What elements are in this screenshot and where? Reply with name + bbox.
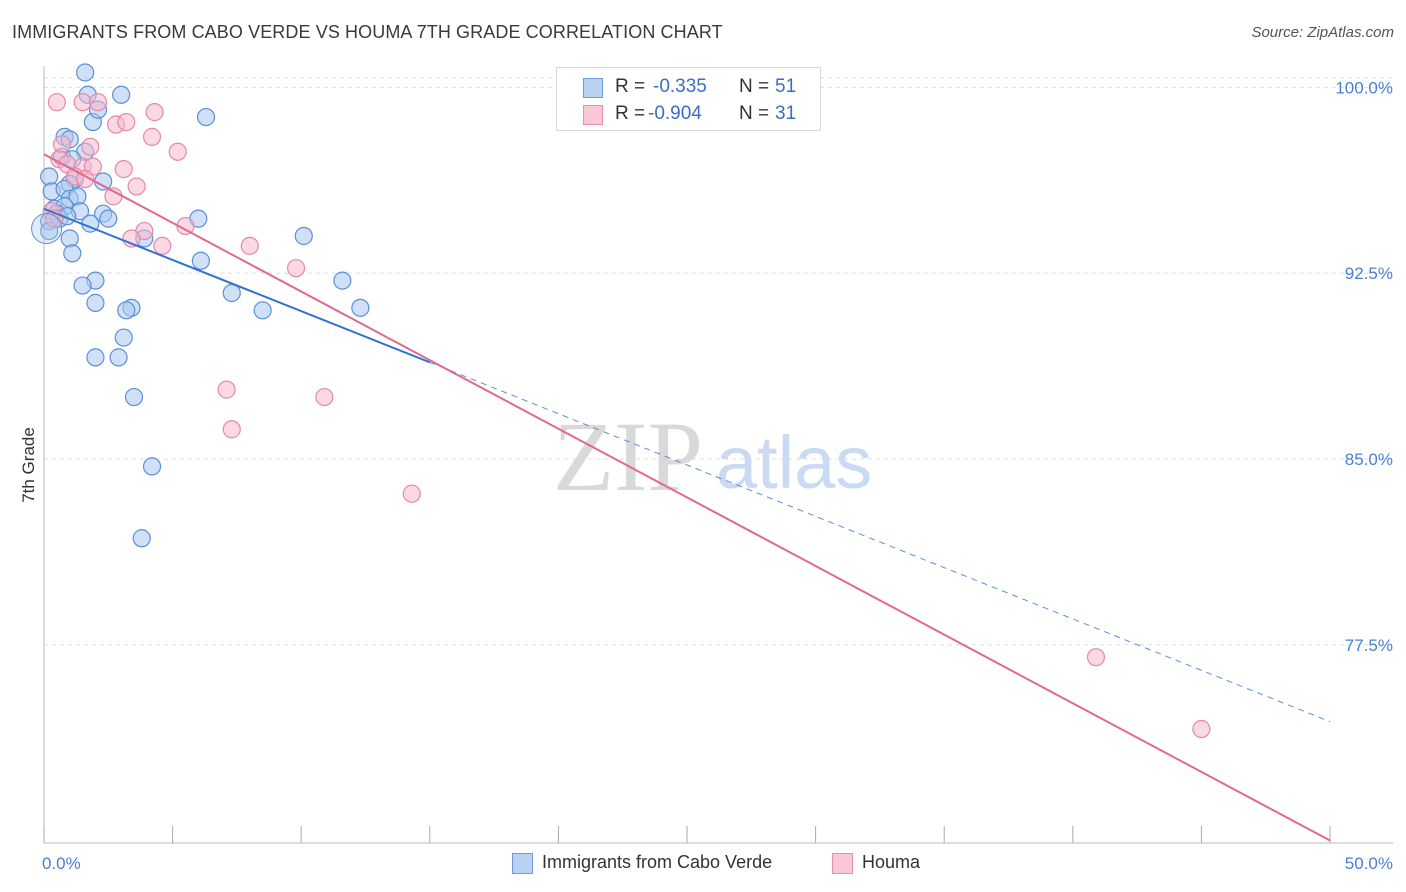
point-houma [73, 93, 92, 112]
watermark-zip: ZIP [553, 401, 703, 512]
point-houma [142, 127, 162, 146]
point-cabo-verde [114, 328, 133, 347]
point-houma [315, 387, 334, 407]
point-houma [402, 484, 421, 503]
y-axis-label: 7th Grade [19, 427, 38, 503]
point-cabo-verde [196, 107, 216, 127]
y-tick-label: 85.0% [1345, 450, 1393, 469]
point-houma [127, 177, 146, 196]
point-houma [217, 380, 236, 399]
trend-line-cabo-verde-extension [429, 361, 1331, 723]
stats-r-value: -0.904 [648, 103, 702, 124]
x-tick-label: 50.0% [1345, 854, 1393, 873]
point-cabo-verde [86, 348, 105, 367]
stats-r-label: R = [615, 103, 646, 124]
point-houma [114, 160, 133, 179]
point-cabo-verde [253, 301, 272, 320]
point-houma [52, 135, 72, 154]
stats-row-houma: R = -0.904 N = 31 [557, 101, 820, 127]
point-cabo-verde [112, 85, 131, 104]
point-cabo-verde [132, 529, 151, 548]
chart-legend: Immigrants from Cabo Verde Houma [0, 851, 1406, 879]
stats-r-label: R = [615, 76, 646, 97]
source-label: Source: ZipAtlas.com [1251, 24, 1394, 41]
point-cabo-verde [124, 387, 144, 407]
watermark-atlas: atlas [716, 421, 872, 504]
point-houma [1192, 719, 1211, 739]
point-cabo-verde [94, 172, 113, 191]
point-cabo-verde [191, 251, 210, 270]
data-points [31, 63, 1211, 739]
trend-lines [43, 153, 1331, 842]
point-houma [81, 137, 100, 156]
point-houma [88, 93, 108, 112]
point-houma [286, 259, 306, 278]
point-cabo-verde [294, 226, 313, 246]
point-houma [47, 93, 66, 112]
chart-title: IMMIGRANTS FROM CABO VERDE VS HOUMA 7TH … [12, 22, 723, 42]
point-cabo-verde [351, 298, 370, 317]
point-houma [145, 103, 164, 122]
point-houma [153, 236, 172, 256]
stats-n-value: 31 [775, 103, 797, 124]
point-cabo-verde [99, 209, 118, 228]
point-cabo-verde [76, 63, 95, 82]
watermark: ZIP atlas [553, 401, 872, 512]
y-tick-label: 77.5% [1345, 636, 1393, 655]
stats-row-cabo-verde: R = -0.335 N = 51 [557, 74, 820, 100]
point-cabo-verde [63, 244, 82, 263]
stats-swatch-cabo-verde [583, 78, 603, 98]
point-houma [168, 142, 187, 161]
gridlines [44, 77, 1393, 646]
legend-swatch-houma [832, 853, 853, 874]
point-cabo-verde [40, 167, 59, 186]
point-cabo-verde [222, 283, 241, 303]
point-cabo-verde [117, 301, 136, 320]
point-houma [1086, 648, 1106, 667]
stats-swatch-houma [583, 105, 603, 125]
point-cabo-verde [73, 276, 92, 295]
x-tick-label: 0.0% [42, 854, 81, 873]
point-cabo-verde [142, 457, 162, 476]
legend-label-houma: Houma [862, 852, 921, 872]
trend-line-cabo-verde [43, 207, 431, 364]
tick-labels: 100.0% 92.5% 85.0% 77.5% 0.0% 50.0% [42, 78, 1393, 873]
point-houma [240, 236, 259, 256]
y-tick-label: 92.5% [1345, 264, 1393, 283]
point-houma [117, 112, 136, 132]
stats-legend-box: R = -0.335 N = 51 R = -0.904 N = 31 [556, 67, 821, 131]
trend-line-houma [43, 153, 1331, 842]
stats-r-value: -0.335 [653, 76, 707, 97]
point-houma [222, 420, 241, 439]
y-tick-label: 100.0% [1335, 78, 1393, 97]
stats-n-label: N = [739, 76, 770, 97]
point-cabo-verde [333, 271, 352, 290]
legend-label-cabo-verde: Immigrants from Cabo Verde [542, 852, 773, 872]
legend-swatch-cabo-verde [512, 853, 533, 874]
point-cabo-verde [109, 348, 128, 367]
stats-n-label: N = [739, 103, 770, 124]
stats-n-value: 51 [775, 76, 797, 97]
point-cabo-verde [86, 293, 105, 312]
point-cabo-verde [31, 213, 63, 245]
point-cabo-verde [60, 229, 79, 248]
